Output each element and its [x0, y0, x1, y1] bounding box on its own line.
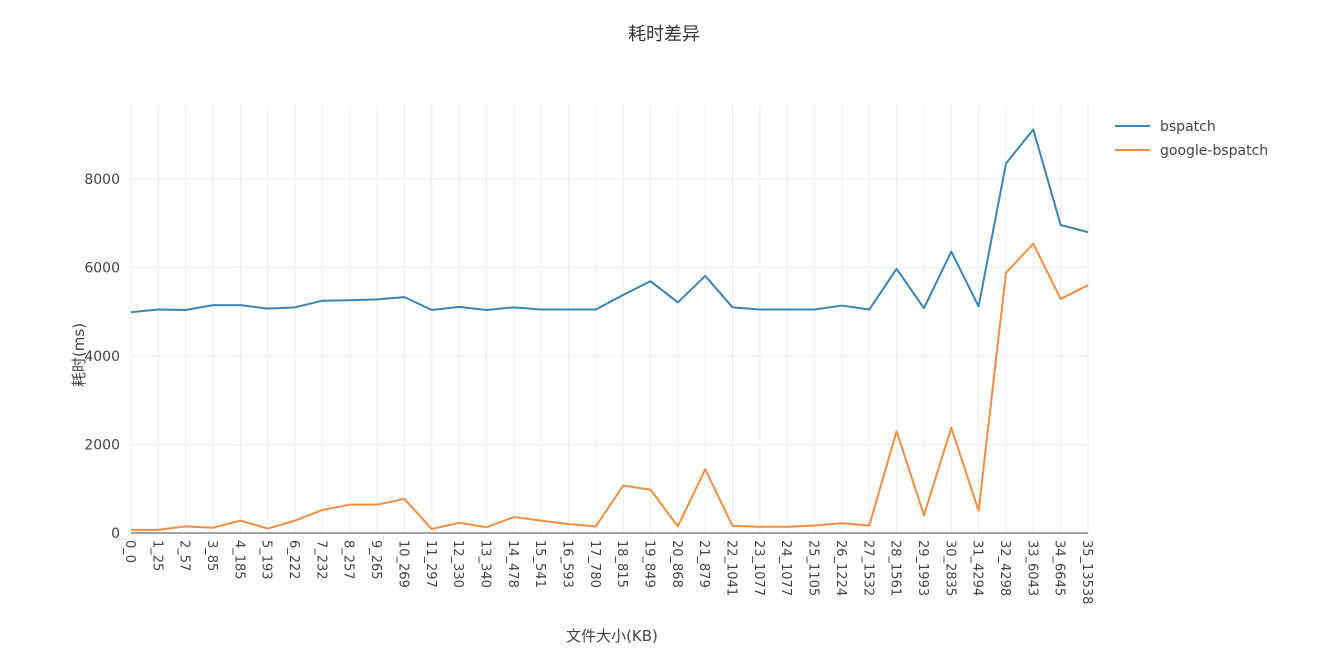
x-tick-label: 4_185	[231, 540, 246, 580]
x-tick-label: 9_265	[368, 540, 383, 580]
x-tick-label: 3_85	[204, 540, 219, 571]
legend-label: google-bspatch	[1160, 143, 1268, 159]
x-tick-label: 0_0	[122, 540, 137, 563]
x-tick-label: 15_541	[532, 540, 547, 588]
x-tick-label: 19_849	[642, 540, 657, 588]
x-tick-label: 35_13538	[1079, 540, 1094, 604]
x-tick-label: 1_25	[149, 540, 164, 571]
x-tick-label: 17_780	[587, 540, 602, 588]
legend-item-1[interactable]: google-bspatch	[1115, 143, 1268, 159]
x-tick-label: 26_1224	[833, 540, 848, 596]
x-tick-label: 21_879	[696, 540, 711, 588]
x-tick-label: 28_1561	[888, 540, 903, 596]
x-tick-label: 14_478	[505, 540, 520, 588]
x-tick-label: 31_4294	[970, 540, 985, 596]
x-tick-label: 7_232	[313, 540, 328, 580]
series-line-1	[131, 242, 1089, 531]
x-tick-label: 18_815	[614, 540, 629, 588]
y-tick-label: 8000	[84, 172, 120, 188]
x-axis: 0_0 1_25 2_57 3_85 4_185 5_193 6_222 7_232 8_257…	[122, 540, 1094, 604]
x-tick-label: 32_4298	[997, 540, 1012, 596]
legend-item-0[interactable]: bspatch	[1115, 119, 1216, 135]
y-tick-label: 6000	[84, 261, 120, 277]
x-tick-label: 20_868	[669, 540, 684, 588]
y-tick-label: 0	[111, 526, 120, 542]
x-tick-label: 8_257	[341, 540, 356, 580]
legend-label: bspatch	[1160, 119, 1216, 135]
series-lines	[130, 128, 1089, 531]
x-tick-label: 24_1077	[778, 540, 793, 596]
y-tick-label: 2000	[84, 438, 120, 454]
x-tick-label: 16_593	[559, 540, 574, 588]
x-tick-label: 23_1077	[751, 540, 766, 596]
x-tick-label: 34_6645	[1052, 540, 1067, 596]
x-tick-label: 5_193	[259, 540, 274, 580]
x-tick-label: 33_6043	[1024, 540, 1039, 596]
chart-title: 耗时差异	[628, 24, 700, 45]
x-tick-label: 13_340	[477, 540, 492, 588]
x-tick-label: 6_222	[286, 540, 301, 580]
x-tick-label: 25_1105	[806, 540, 821, 596]
y-axis: 0 2000 4000 6000 8000	[84, 172, 1088, 542]
x-tick-label: 2_57	[177, 540, 192, 571]
y-tick-label: 4000	[84, 349, 120, 365]
x-tick-label: 29_1993	[915, 540, 930, 596]
x-tick-label: 22_1041	[724, 540, 739, 596]
x-tick-label: 27_1532	[860, 540, 875, 596]
x-tick-label: 30_2835	[942, 540, 957, 596]
legend[interactable]: bspatch google-bspatch	[1115, 119, 1268, 159]
x-tick-label: 12_330	[450, 540, 465, 588]
series-line-0	[130, 128, 1089, 314]
x-axis-title: 文件大小(KB)	[566, 627, 658, 645]
x-tick-label: 10_269	[395, 540, 410, 588]
grid-lines	[130, 105, 1089, 533]
y-axis-title: 耗时(ms)	[70, 323, 88, 387]
x-tick-label: 11_297	[423, 540, 438, 588]
